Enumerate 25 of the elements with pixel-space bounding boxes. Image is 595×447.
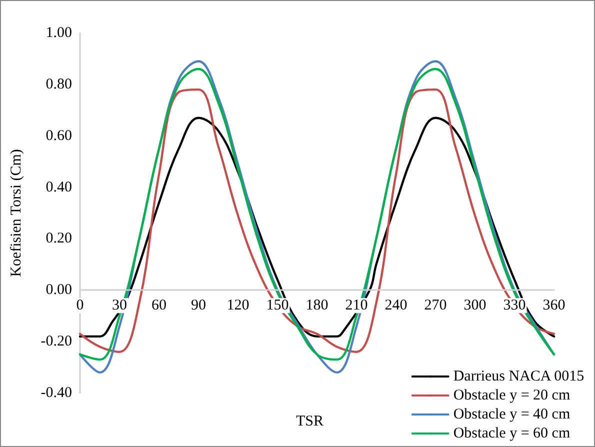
y-tick-label: 0.20 [46,230,72,247]
x-tick-label: 60 [152,298,166,314]
x-tick-label: 90 [191,298,206,314]
legend-label: Obstacle y = 20 cm [453,388,570,404]
y-tick-label: 0.80 [46,76,72,92]
y-tick-label: -0.20 [40,334,72,350]
text: TSR [296,414,324,430]
x-tick-label: 180 [306,298,328,314]
y-tick-label: 0.40 [46,179,72,196]
x-tick-label: 360 [542,298,566,314]
y-tick-label: 1.00 [46,25,72,41]
legend-label: Darrieus NACA 0015 [453,368,584,384]
x-tick-label: 240 [384,298,408,314]
x-tick-label: 210 [345,298,368,314]
x-tick-label: 120 [226,298,250,314]
x-tick-label: 30 [112,298,127,314]
x-tick-label: 270 [424,298,447,314]
y-tick-label: -0.40 [40,385,72,401]
y-axis-title: Koefisien Torsi (Cm) [8,149,24,277]
x-tick-label: 0 [76,298,84,314]
y-tick-label: 0.60 [46,128,72,144]
legend-label: Obstacle y = 60 cm [453,426,570,442]
y-tick-label: 0.00 [46,282,72,298]
x-tick-label: 300 [464,298,486,314]
legend-label: Obstacle y = 40 cm [453,406,570,422]
